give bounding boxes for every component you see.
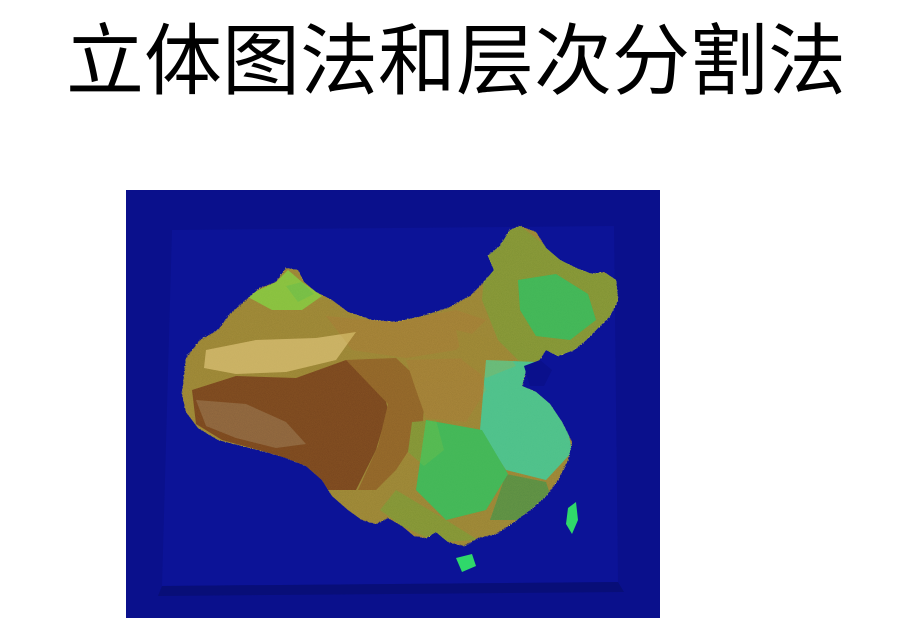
- slide-title: 立体图法和层次分割法: [65, 17, 846, 107]
- taiwan-island: [566, 502, 578, 534]
- china-relief-map: [126, 190, 660, 618]
- hainan-island: [456, 554, 476, 572]
- relief-map-svg: [158, 226, 624, 596]
